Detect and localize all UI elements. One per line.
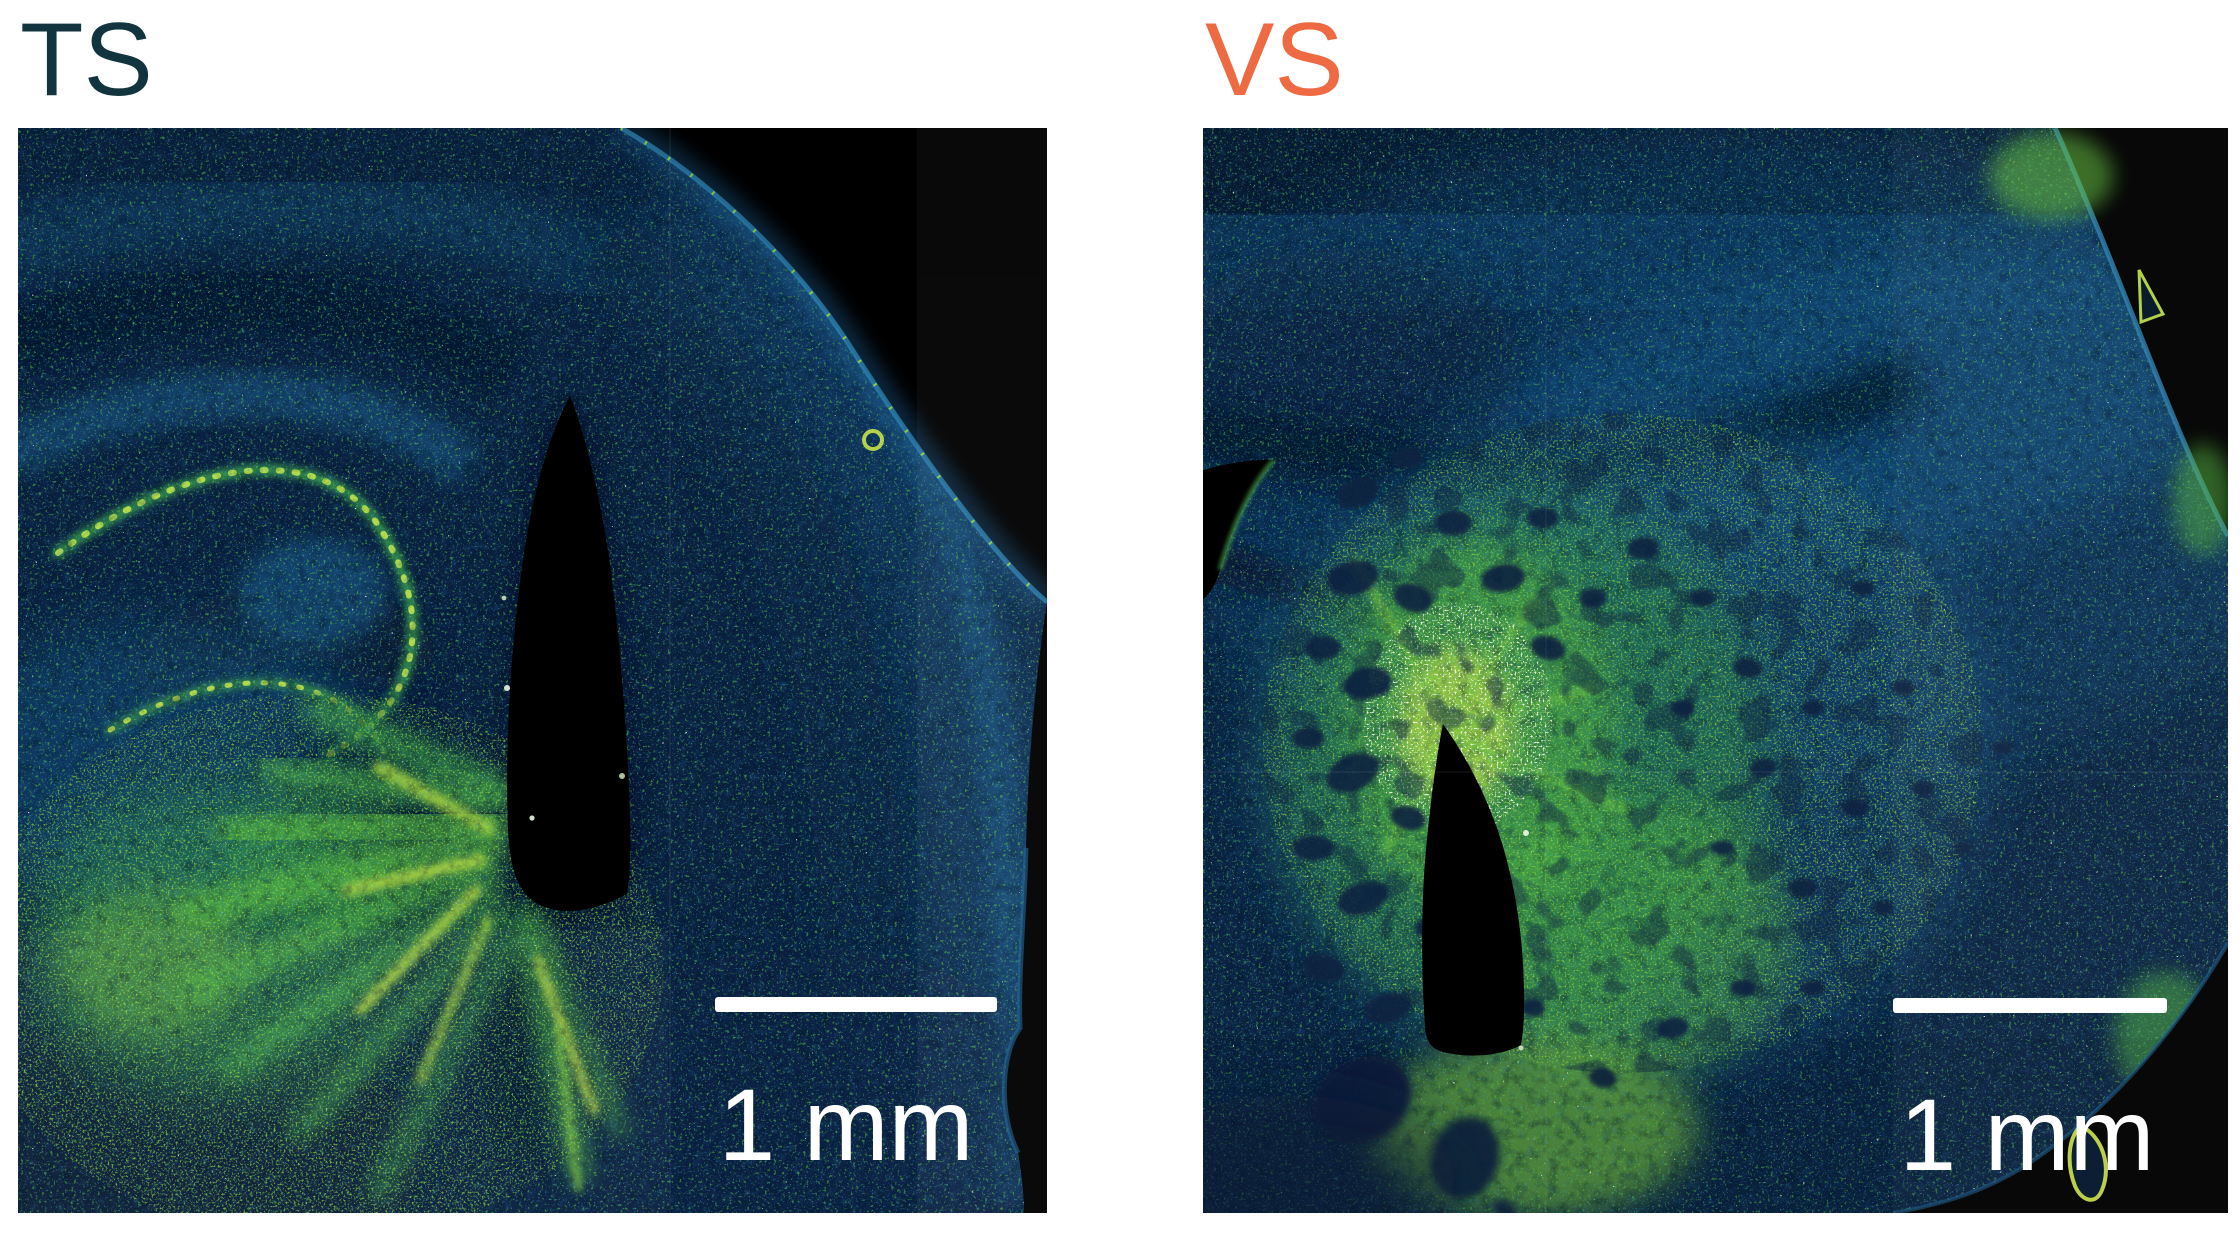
scale-bar [1893, 998, 2167, 1013]
probe-track [1422, 724, 1529, 1056]
stitch-seams [1203, 128, 2228, 1213]
ventricle-shadow [18, 396, 1047, 1213]
background-top-right [614, 128, 1047, 613]
background-bottom-right [1892, 941, 2228, 1213]
panel-label-ts: TS [20, 2, 153, 118]
hippocampus-ca1-dg-signal [52, 464, 419, 835]
scale-bar-label: 1 mm [718, 1068, 974, 1182]
ventricle-sliver-left [1203, 458, 1276, 600]
cortex-mottle [1203, 128, 2228, 788]
hippocampus-cortex-bands [18, 171, 619, 918]
vs-tissue-base [1203, 128, 2228, 1213]
striatum-signal [1253, 403, 1993, 1213]
scale-bar-label: 1 mm [1899, 1078, 2155, 1192]
scale-bar [715, 997, 997, 1012]
dark-fiber-bundle-noise [1263, 413, 1983, 1073]
cortex-bands-right [573, 136, 1047, 1201]
background-right-edge [1001, 602, 1047, 1213]
panel-label-vs: VS [1205, 2, 1344, 118]
stitch-seams [18, 128, 1047, 1213]
corpus-callosum-bands [1203, 352, 1927, 706]
vs-micrograph [1203, 128, 2228, 1213]
dark-fiber-bundles [1292, 447, 2013, 1089]
fluorescence-speckle-noise [1203, 128, 2228, 1213]
anterior-commissure-ovals [1203, 1055, 1518, 1213]
ts-tissue-base [18, 128, 1047, 1213]
ts-micrograph [18, 128, 1047, 1213]
fluorescence-speckle-noise [18, 128, 1047, 1213]
fiber-fan-signal [28, 695, 629, 1201]
background-top-right [1989, 128, 2228, 556]
ventricle-track [501, 396, 631, 912]
